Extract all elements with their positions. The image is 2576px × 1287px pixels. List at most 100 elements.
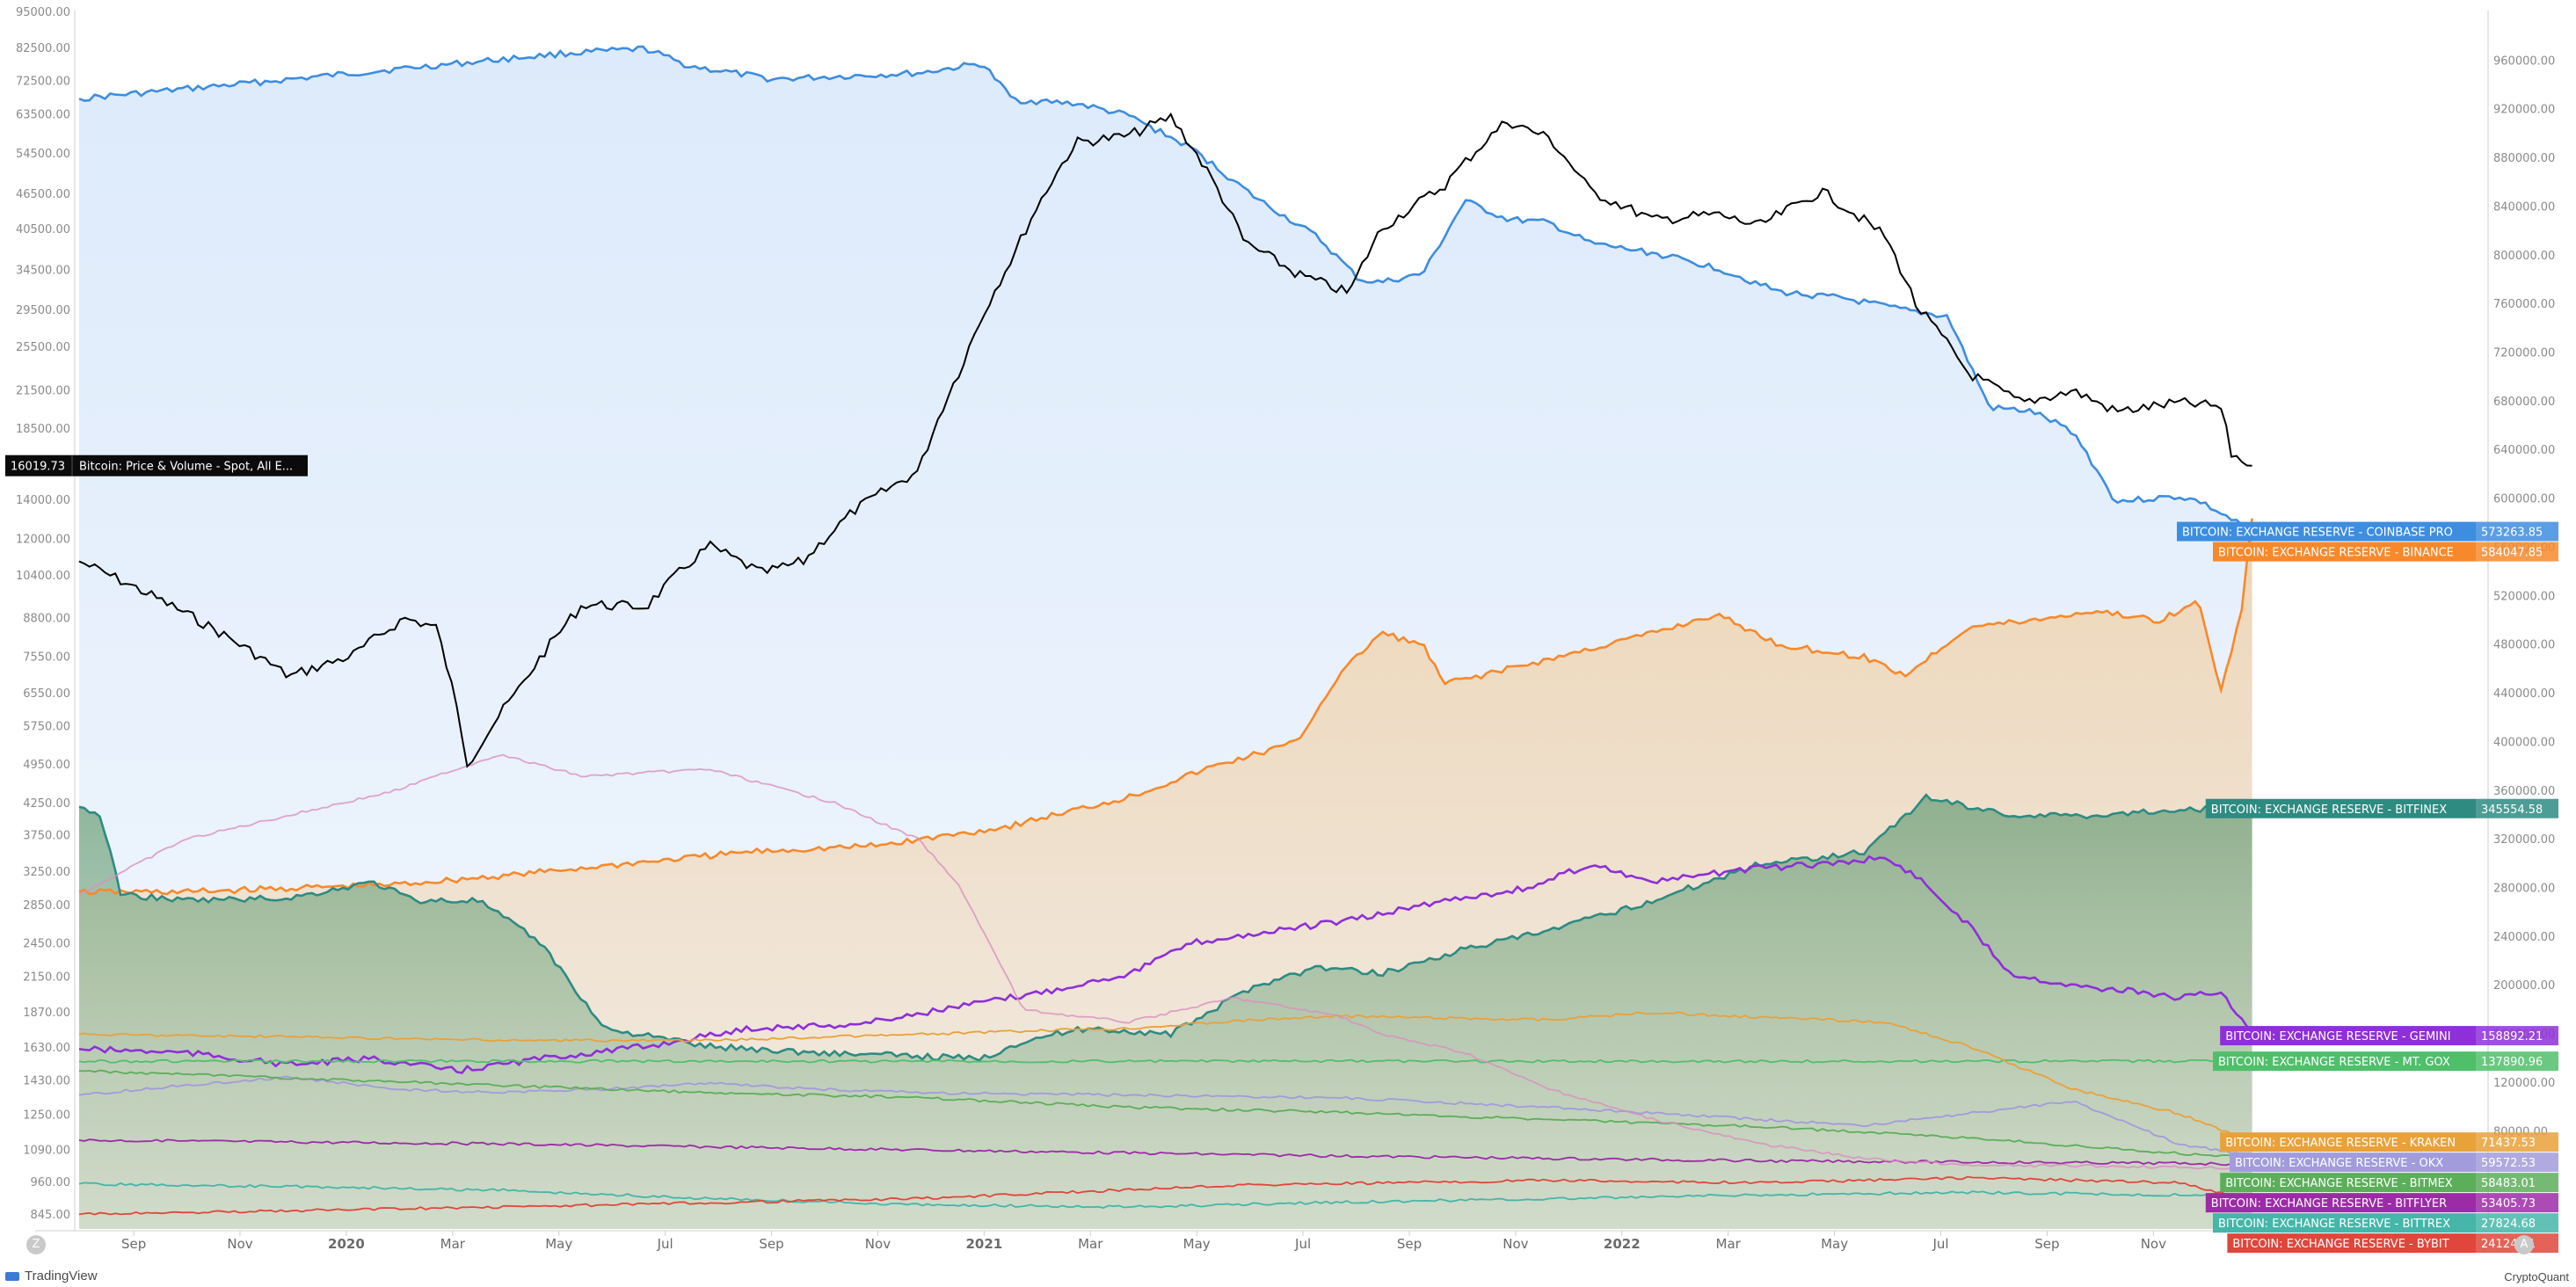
left-axis-tick: 82500.00 xyxy=(16,42,70,55)
right-axis-tick: 400000.00 xyxy=(2493,736,2555,749)
reserve-line-gemini xyxy=(78,854,2253,1074)
right-axis-tick: 960000.00 xyxy=(2493,55,2555,68)
legend-label: BITCOIN: EXCHANGE RESERVE - BITMEX xyxy=(2225,1177,2453,1190)
x-axis-tick: 2022 xyxy=(1604,1236,1641,1252)
tradingview-brand: TradingView xyxy=(5,1269,98,1283)
legend-label: BITCOIN: EXCHANGE RESERVE - BITTREX xyxy=(2218,1218,2450,1231)
reserve-line-bittrex xyxy=(78,1182,2252,1209)
left-axis-tick: 1250.00 xyxy=(23,1109,70,1123)
legend-badge-mt-gox: BITCOIN: EXCHANGE RESERVE - MT. GOX 13789… xyxy=(2213,1051,2558,1072)
x-axis-tick: Mar xyxy=(440,1236,466,1252)
right-axis-tick: 480000.00 xyxy=(2493,639,2555,652)
right-axis-tick: 920000.00 xyxy=(2493,104,2555,117)
left-axis-tick: 4950.00 xyxy=(23,759,70,772)
left-axis-tick: 1870.00 xyxy=(23,1007,70,1020)
left-axis-tick: 8800.00 xyxy=(23,612,70,625)
legend-badge-coinbase-pro: BITCOIN: EXCHANGE RESERVE - COINBASE PRO… xyxy=(2177,521,2558,542)
reserve-line-kraken xyxy=(78,1011,2253,1143)
right-axis-tick: 760000.00 xyxy=(2493,298,2555,311)
x-axis-tick: 2021 xyxy=(965,1236,1002,1252)
right-axis-tick: 120000.00 xyxy=(2493,1077,2555,1090)
x-axis-tick: Jul xyxy=(1932,1236,1948,1252)
x-axis-tick: 2020 xyxy=(328,1236,365,1252)
legend-label: BITCOIN: EXCHANGE RESERVE - BINANCE xyxy=(2218,547,2454,560)
right-axis-tick: 520000.00 xyxy=(2493,590,2555,603)
left-axis-tick: 1430.00 xyxy=(23,1075,70,1088)
x-axis-tick: May xyxy=(1183,1236,1211,1252)
right-axis-tick: 240000.00 xyxy=(2493,931,2555,944)
price-label-badge xyxy=(5,454,308,476)
auto-scale-button[interactable]: A xyxy=(2514,1235,2534,1254)
legend-value: 137890.96 xyxy=(2481,1056,2543,1069)
left-axis-tick: 25500.00 xyxy=(16,341,70,354)
left-axis-tick: 10400.00 xyxy=(16,570,70,583)
left-axis-tick: 1090.00 xyxy=(23,1144,70,1157)
reserve-line-bitfinex xyxy=(78,793,2252,1062)
legend-badge-bitflyer: BITCOIN: EXCHANGE RESERVE - BITFLYER 5340… xyxy=(2205,1193,2558,1213)
price-line xyxy=(78,112,2252,768)
left-axis-tick: 40500.00 xyxy=(16,223,70,236)
left-axis-tick: 960.00 xyxy=(31,1176,71,1189)
x-axis-tick: Nov xyxy=(227,1236,252,1252)
left-axis-tick: 63500.00 xyxy=(16,109,70,122)
legend-badge-bittrex: BITCOIN: EXCHANGE RESERVE - BITTREX 27824… xyxy=(2213,1213,2558,1233)
left-axis-tick: 18500.00 xyxy=(16,423,70,436)
legend-label: BITCOIN: EXCHANGE RESERVE - KRAKEN xyxy=(2225,1137,2456,1150)
left-axis-tick: 5750.00 xyxy=(23,721,70,734)
reserve-line-bitmex xyxy=(78,1069,2252,1160)
left-axis-tick: 12000.00 xyxy=(16,533,70,546)
left-axis-tick: 54500.00 xyxy=(16,148,70,161)
x-axis-tick: Sep xyxy=(1397,1236,1422,1252)
x-axis-tick: Jul xyxy=(657,1236,673,1252)
legend-label: BITCOIN: EXCHANGE RESERVE - BITFLYER xyxy=(2211,1197,2447,1211)
right-axis-tick: 800000.00 xyxy=(2493,250,2555,263)
left-axis-tick: 46500.00 xyxy=(16,188,70,201)
left-axis-tick: 29500.00 xyxy=(16,304,70,317)
reserve-line-bybit xyxy=(78,1175,2252,1216)
right-axis-tick: 640000.00 xyxy=(2493,444,2555,457)
x-axis-tick: Mar xyxy=(1078,1236,1103,1252)
legend-value: 584047.85 xyxy=(2481,547,2543,560)
reserve-area-bitfinex xyxy=(79,795,2252,1229)
legend-value: 71437.53 xyxy=(2481,1137,2536,1150)
x-axis-tick: Sep xyxy=(2034,1236,2059,1252)
x-axis-tick: May xyxy=(545,1236,572,1252)
legend-value: 59572.53 xyxy=(2481,1157,2536,1170)
right-axis-tick: 200000.00 xyxy=(2493,979,2555,993)
left-axis-tick: 14000.00 xyxy=(16,494,70,507)
legend-badge-bitfinex: BITCOIN: EXCHANGE RESERVE - BITFINEX 3455… xyxy=(2205,798,2558,818)
left-axis-tick: 1630.00 xyxy=(23,1042,70,1055)
left-axis-tick: 21500.00 xyxy=(16,384,70,397)
right-axis-tick: 600000.00 xyxy=(2493,493,2555,506)
right-axis-tick: 360000.00 xyxy=(2493,785,2555,798)
left-axis-tick: 72500.00 xyxy=(16,75,70,88)
left-axis-tick: 3250.00 xyxy=(23,866,70,879)
legend-value: 53405.73 xyxy=(2481,1197,2536,1211)
right-axis-tick: 840000.00 xyxy=(2493,200,2555,214)
left-axis-tick: 95000.00 xyxy=(16,6,70,19)
right-axis-tick: 880000.00 xyxy=(2493,152,2555,165)
legend-label: BITCOIN: EXCHANGE RESERVE - OKX xyxy=(2235,1157,2443,1170)
legend-label: BITCOIN: EXCHANGE RESERVE - COINBASE PRO xyxy=(2182,527,2453,540)
legend-badge-bitmex: BITCOIN: EXCHANGE RESERVE - BITMEX 58483.… xyxy=(2220,1173,2558,1193)
tradingview-brand-text: TradingView xyxy=(25,1269,98,1283)
legend-value: 345554.58 xyxy=(2481,803,2543,817)
legend-badge-okx: BITCOIN: EXCHANGE RESERVE - OKX 59572.53 xyxy=(2230,1152,2558,1173)
x-axis-tick: Nov xyxy=(1503,1236,1528,1252)
legend-label: BITCOIN: EXCHANGE RESERVE - GEMINI xyxy=(2225,1030,2450,1043)
left-axis-tick: 3750.00 xyxy=(23,829,70,842)
x-axis-tick: Nov xyxy=(2141,1236,2166,1252)
right-axis-tick: 680000.00 xyxy=(2493,396,2555,409)
legend-label: BITCOIN: EXCHANGE RESERVE - MT. GOX xyxy=(2218,1056,2450,1069)
left-axis-tick: 6550.00 xyxy=(23,687,70,701)
reserve-line-okx xyxy=(78,1075,2252,1158)
x-axis-tick: May xyxy=(1821,1236,1848,1252)
cryptoquant-brand: CryptoQuant xyxy=(2504,1270,2569,1283)
x-axis-tick: Nov xyxy=(865,1236,891,1252)
price-label-name: Bitcoin: Price & Volume - Spot, All E... xyxy=(79,461,293,474)
left-axis-tick: 2450.00 xyxy=(23,938,70,951)
timezone-button-left[interactable]: Z xyxy=(26,1235,46,1254)
right-axis-tick: 720000.00 xyxy=(2493,347,2555,360)
x-axis-tick: Sep xyxy=(759,1236,783,1252)
